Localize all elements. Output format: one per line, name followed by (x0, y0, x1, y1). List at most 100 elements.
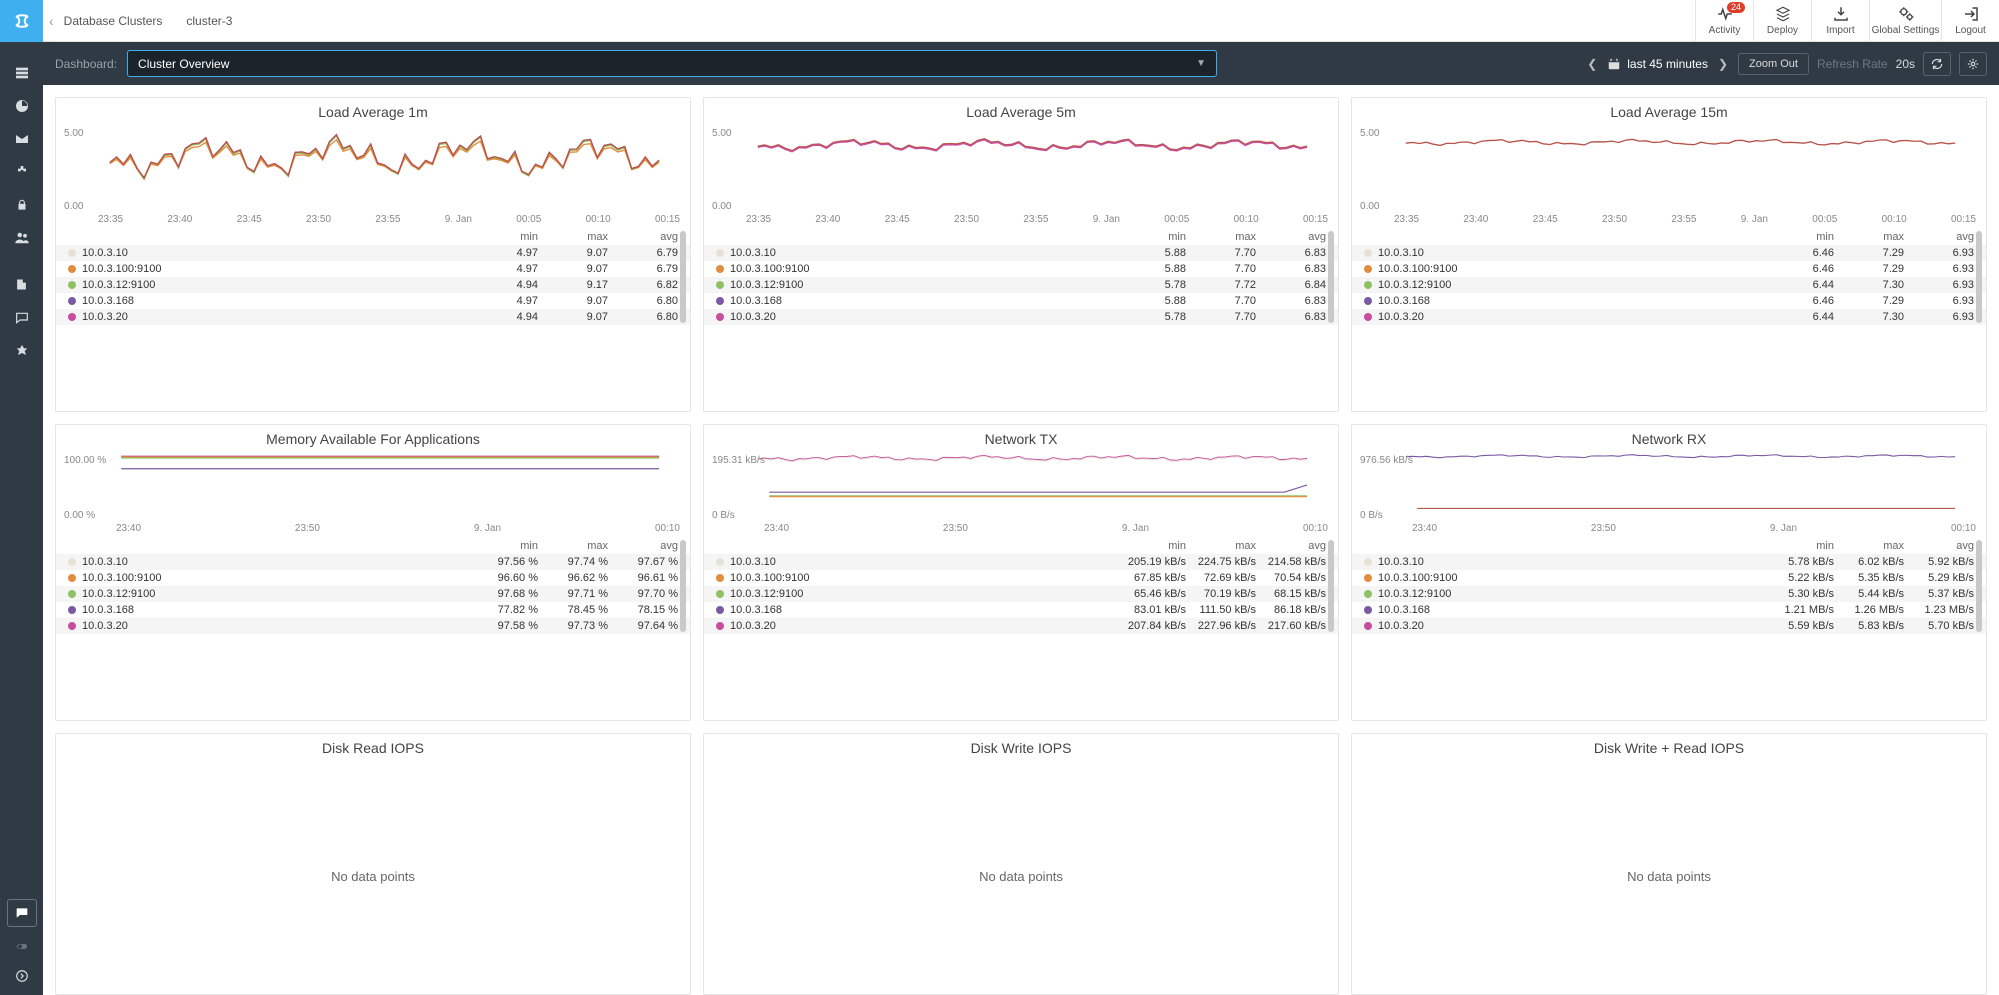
panel-legend: minmaxavg10.0.3.104.979.076.7910.0.3.100… (56, 229, 690, 325)
nav-collapse-icon[interactable] (0, 965, 43, 987)
panel-legend: minmaxavg10.0.3.1097.56 %97.74 %97.67 %1… (56, 538, 690, 634)
legend-row[interactable]: 10.0.3.12:91005.787.726.84 (704, 277, 1338, 293)
legend-host: 10.0.3.100:9100 (1378, 572, 1764, 584)
dashboard-label: Dashboard: (55, 57, 117, 71)
nav-feedback-icon[interactable] (7, 899, 37, 927)
time-range-picker[interactable]: last 45 minutes (1607, 57, 1708, 71)
legend-row[interactable]: 10.0.3.12:910097.68 %97.71 %97.70 % (56, 586, 690, 602)
series-color-dot (68, 249, 76, 257)
no-data-message: No data points (1352, 758, 1986, 994)
series-color-dot (716, 249, 724, 257)
panel-xaxis: 23:4023:509. Jan00:10 (704, 521, 1338, 538)
legend-row[interactable]: 10.0.3.16883.01 kB/s111.50 kB/s86.18 kB/… (704, 602, 1338, 618)
header-deploy-button[interactable]: Deploy (1753, 0, 1811, 41)
panel-chart[interactable]: 5.000.00 (1352, 122, 1986, 212)
legend-row[interactable]: 10.0.3.100:91004.979.076.79 (56, 261, 690, 277)
nav-plugins-icon[interactable] (0, 155, 43, 188)
nav-servers-icon[interactable] (0, 56, 43, 89)
legend-row[interactable]: 10.0.3.1686.467.296.93 (1352, 293, 1986, 309)
panel-chart[interactable]: 195.31 kB/s0 B/s (704, 449, 1338, 521)
panel-legend: minmaxavg10.0.3.10205.19 kB/s224.75 kB/s… (704, 538, 1338, 634)
header-logout-button[interactable]: Logout (1941, 0, 1999, 41)
settings-button[interactable] (1959, 52, 1987, 76)
legend-row[interactable]: 10.0.3.100:91006.467.296.93 (1352, 261, 1986, 277)
legend-row[interactable]: 10.0.3.1681.21 MB/s1.26 MB/s1.23 MB/s (1352, 602, 1986, 618)
dashboard-toolbar: Dashboard: Cluster Overview ▼ ❮ last 45 … (43, 42, 1999, 85)
legend-row[interactable]: 10.0.3.1684.979.076.80 (56, 293, 690, 309)
legend-row[interactable]: 10.0.3.16877.82 %78.45 %78.15 % (56, 602, 690, 618)
legend-row[interactable]: 10.0.3.1097.56 %97.74 %97.67 % (56, 554, 690, 570)
breadcrumb-parent[interactable]: Database Clusters (64, 14, 163, 28)
dashboard-select[interactable]: Cluster Overview ▼ (127, 50, 1217, 77)
series-color-dot (1364, 297, 1372, 305)
panel-xaxis: 23:3523:4023:4523:5023:559. Jan00:0500:1… (1352, 212, 1986, 229)
header-activity-button[interactable]: 24 Activity (1695, 0, 1753, 41)
nav-users-icon[interactable] (0, 221, 43, 254)
series-color-dot (68, 590, 76, 598)
legend-row[interactable]: 10.0.3.12:91006.447.306.93 (1352, 277, 1986, 293)
panel-title: Network RX (1352, 425, 1986, 449)
legend-row[interactable]: 10.0.3.10205.19 kB/s224.75 kB/s214.58 kB… (704, 554, 1338, 570)
legend-row[interactable]: 10.0.3.20207.84 kB/s227.96 kB/s217.60 kB… (704, 618, 1338, 634)
dashboard-grid: Load Average 1m5.000.0023:3523:4023:4523… (43, 85, 1999, 995)
legend-row[interactable]: 10.0.3.106.467.296.93 (1352, 245, 1986, 261)
legend-row[interactable]: 10.0.3.12:910065.46 kB/s70.19 kB/s68.15 … (704, 586, 1338, 602)
left-nav-rail (0, 0, 43, 995)
nav-mail-icon[interactable] (0, 122, 43, 155)
legend-host: 10.0.3.168 (730, 295, 1116, 307)
series-color-dot (68, 606, 76, 614)
legend-row[interactable]: 10.0.3.2097.58 %97.73 %97.64 % (56, 618, 690, 634)
legend-row[interactable]: 10.0.3.1685.887.706.83 (704, 293, 1338, 309)
app-logo[interactable] (0, 0, 43, 42)
legend-host: 10.0.3.10 (1378, 247, 1764, 259)
series-color-dot (68, 265, 76, 273)
panel-chart[interactable]: 5.000.00 (704, 122, 1338, 212)
time-next-icon[interactable]: ❯ (1716, 57, 1730, 71)
time-prev-icon[interactable]: ❮ (1585, 57, 1599, 71)
legend-row[interactable]: 10.0.3.100:910067.85 kB/s72.69 kB/s70.54… (704, 570, 1338, 586)
header-global-settings-button[interactable]: Global Settings (1869, 0, 1941, 41)
nav-docs-icon[interactable] (0, 268, 43, 301)
nav-dashboard-icon[interactable] (0, 89, 43, 122)
panel-ntx: Network TX195.31 kB/s0 B/s23:4023:509. J… (703, 424, 1339, 721)
legend-host: 10.0.3.10 (82, 556, 468, 568)
series-color-dot (716, 265, 724, 273)
legend-row[interactable]: 10.0.3.100:91005.887.706.83 (704, 261, 1338, 277)
nav-support-icon[interactable] (0, 334, 43, 367)
header-import-button[interactable]: Import (1811, 0, 1869, 41)
legend-host: 10.0.3.20 (1378, 620, 1764, 632)
breadcrumb-back-icon[interactable]: ‹ (49, 13, 54, 29)
legend-row[interactable]: 10.0.3.206.447.306.93 (1352, 309, 1986, 325)
legend-host: 10.0.3.12:9100 (1378, 279, 1764, 291)
legend-row[interactable]: 10.0.3.100:910096.60 %96.62 %96.61 % (56, 570, 690, 586)
breadcrumb-current[interactable]: cluster-3 (186, 14, 232, 28)
legend-host: 10.0.3.168 (1378, 295, 1764, 307)
legend-host: 10.0.3.12:9100 (730, 588, 1116, 600)
legend-row[interactable]: 10.0.3.100:91005.22 kB/s5.35 kB/s5.29 kB… (1352, 570, 1986, 586)
breadcrumb: ‹ Database Clusters cluster-3 (43, 0, 232, 41)
legend-host: 10.0.3.168 (1378, 604, 1764, 616)
nav-security-icon[interactable] (0, 188, 43, 221)
nav-toggle-icon[interactable] (0, 937, 43, 959)
legend-row[interactable]: 10.0.3.12:91004.949.176.82 (56, 277, 690, 293)
refresh-button[interactable] (1923, 52, 1951, 76)
legend-host: 10.0.3.12:9100 (1378, 588, 1764, 600)
panel-legend: minmaxavg10.0.3.105.887.706.8310.0.3.100… (704, 229, 1338, 325)
panel-chart[interactable]: 976.56 kB/s0 B/s (1352, 449, 1986, 521)
legend-row[interactable]: 10.0.3.104.979.076.79 (56, 245, 690, 261)
series-color-dot (716, 313, 724, 321)
nav-chat-icon[interactable] (0, 301, 43, 334)
series-color-dot (716, 606, 724, 614)
zoom-out-button[interactable]: Zoom Out (1738, 53, 1809, 75)
legend-row[interactable]: 10.0.3.105.78 kB/s6.02 kB/s5.92 kB/s (1352, 554, 1986, 570)
panel-chart[interactable]: 5.000.00 (56, 122, 690, 212)
legend-row[interactable]: 10.0.3.205.787.706.83 (704, 309, 1338, 325)
panel-chart[interactable]: 100.00 %0.00 % (56, 449, 690, 521)
legend-row[interactable]: 10.0.3.105.887.706.83 (704, 245, 1338, 261)
panel-title: Memory Available For Applications (56, 425, 690, 449)
legend-row[interactable]: 10.0.3.204.949.076.80 (56, 309, 690, 325)
legend-row[interactable]: 10.0.3.12:91005.30 kB/s5.44 kB/s5.37 kB/… (1352, 586, 1986, 602)
legend-row[interactable]: 10.0.3.205.59 kB/s5.83 kB/s5.70 kB/s (1352, 618, 1986, 634)
legend-host: 10.0.3.20 (1378, 311, 1764, 323)
series-color-dot (1364, 313, 1372, 321)
